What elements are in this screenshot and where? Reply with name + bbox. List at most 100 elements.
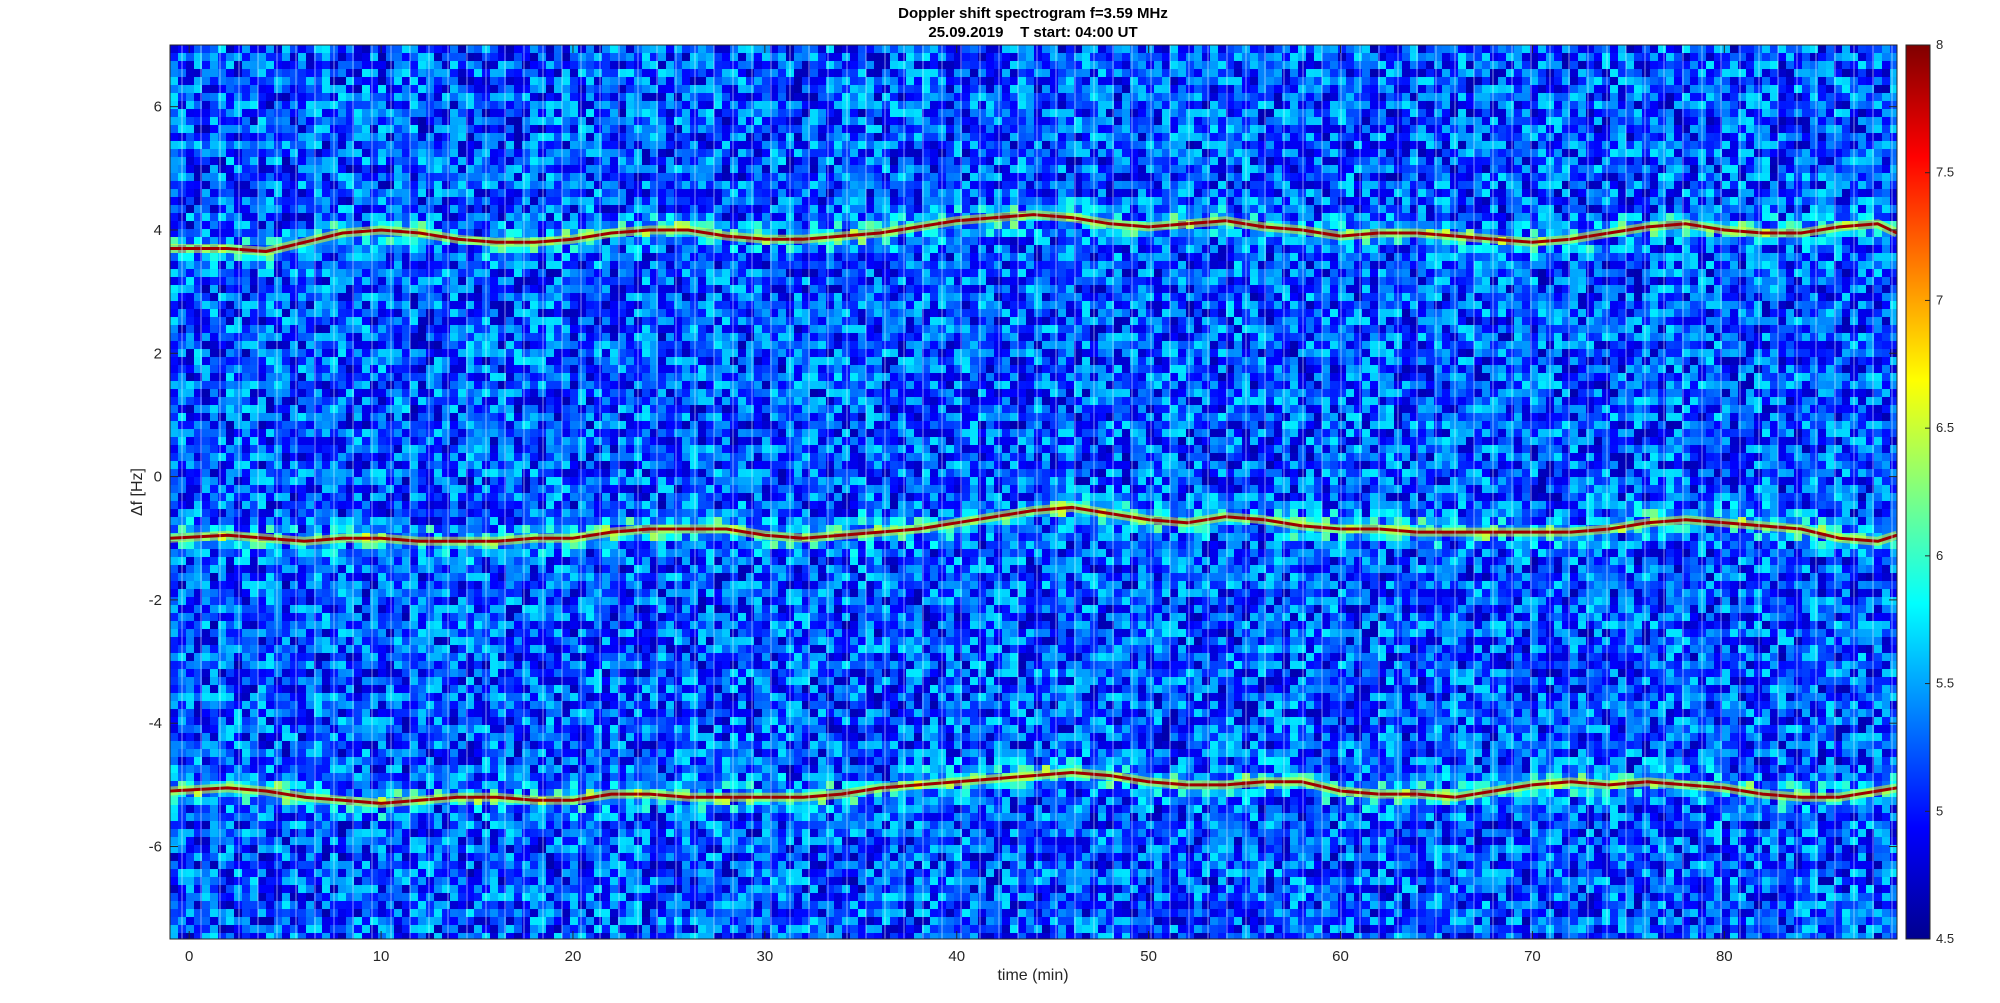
heatmap-cell (458, 621, 466, 629)
heatmap-cell (298, 589, 306, 597)
heatmap-cell (426, 621, 434, 629)
heatmap-cell (522, 317, 530, 325)
heatmap-cell (202, 605, 210, 613)
heatmap-cell (338, 85, 346, 93)
heatmap-cell (418, 781, 426, 789)
heatmap-cell (250, 581, 258, 589)
heatmap-cell (290, 605, 298, 613)
heatmap-cell (434, 661, 442, 669)
heatmap-cell (490, 141, 498, 149)
heatmap-cell (450, 637, 458, 645)
heatmap-cell (362, 509, 370, 517)
heatmap-cell (490, 565, 498, 573)
heatmap-cell (426, 845, 434, 853)
heatmap-cell (290, 781, 298, 789)
heatmap-cell (434, 333, 442, 341)
heatmap-cell (354, 765, 362, 773)
heatmap-cell (242, 157, 250, 165)
heatmap-cell (266, 581, 274, 589)
heatmap-cell (226, 237, 234, 245)
heatmap-cell (282, 837, 290, 845)
heatmap-cell (322, 181, 330, 189)
heatmap-cell (242, 205, 250, 213)
heatmap-cell (426, 341, 434, 349)
heatmap-cell (490, 277, 498, 285)
heatmap-cell (418, 741, 426, 749)
heatmap-cell (434, 693, 442, 701)
heatmap-cell (402, 293, 410, 301)
heatmap-cell (274, 581, 282, 589)
heatmap-cell (514, 181, 522, 189)
heatmap-cell (434, 741, 442, 749)
heatmap-cell (274, 45, 282, 53)
heatmap-cell (354, 421, 362, 429)
heatmap-cell (370, 613, 378, 621)
heatmap-cell (442, 805, 450, 813)
heatmap-cell (250, 293, 258, 301)
heatmap-cell (490, 93, 498, 101)
heatmap-cell (450, 181, 458, 189)
heatmap-cell (274, 189, 282, 197)
heatmap-cell (266, 525, 274, 533)
heatmap-cell (202, 453, 210, 461)
heatmap-cell (378, 821, 386, 829)
heatmap-cell (522, 149, 530, 157)
heatmap-cell (362, 429, 370, 437)
heatmap-cell (378, 333, 386, 341)
heatmap-cell (354, 381, 362, 389)
heatmap-cell (434, 149, 442, 157)
heatmap-cell (402, 653, 410, 661)
heatmap-cell (186, 549, 194, 557)
heatmap-cell (506, 325, 514, 333)
heatmap-cell (370, 741, 378, 749)
heatmap-cell (522, 117, 530, 125)
heatmap-cell (514, 549, 522, 557)
heatmap-cell (274, 133, 282, 141)
heatmap-cell (402, 685, 410, 693)
heatmap-cell (274, 645, 282, 653)
heatmap-cell (274, 309, 282, 317)
heatmap-cell (210, 109, 218, 117)
heatmap-cell (450, 397, 458, 405)
heatmap-cell (442, 749, 450, 757)
heatmap-cell (522, 333, 530, 341)
heatmap-cell (226, 645, 234, 653)
heatmap-cell (258, 125, 266, 133)
heatmap-cell (514, 509, 522, 517)
heatmap-cell (218, 861, 226, 869)
heatmap-cell (362, 77, 370, 85)
heatmap-cell (362, 637, 370, 645)
heatmap-cell (450, 509, 458, 517)
heatmap-cell (474, 573, 482, 581)
heatmap-cell (514, 141, 522, 149)
heatmap-cell (274, 85, 282, 93)
heatmap-cell (474, 53, 482, 61)
heatmap-cell (434, 397, 442, 405)
heatmap-cell (362, 301, 370, 309)
heatmap-cell (234, 917, 242, 925)
heatmap-cell (290, 77, 298, 85)
heatmap-cell (474, 757, 482, 765)
heatmap-cell (338, 397, 346, 405)
heatmap-cell (226, 685, 234, 693)
heatmap-cell (474, 893, 482, 901)
heatmap-cell (250, 421, 258, 429)
heatmap-cell (258, 501, 266, 509)
heatmap-cell (354, 205, 362, 213)
heatmap-cell (362, 581, 370, 589)
heatmap-cell (490, 453, 498, 461)
heatmap-cell (474, 173, 482, 181)
heatmap-cell (490, 909, 498, 917)
heatmap-cell (394, 901, 402, 909)
heatmap-cell (202, 437, 210, 445)
heatmap-cell (170, 237, 178, 245)
heatmap-cell (170, 125, 178, 133)
heatmap-cell (242, 405, 250, 413)
heatmap-cell (274, 213, 282, 221)
heatmap-cell (338, 453, 346, 461)
heatmap-cell (450, 493, 458, 501)
heatmap-cell (274, 197, 282, 205)
heatmap-cell (338, 805, 346, 813)
heatmap-cell (210, 701, 218, 709)
heatmap-cell (266, 45, 274, 53)
